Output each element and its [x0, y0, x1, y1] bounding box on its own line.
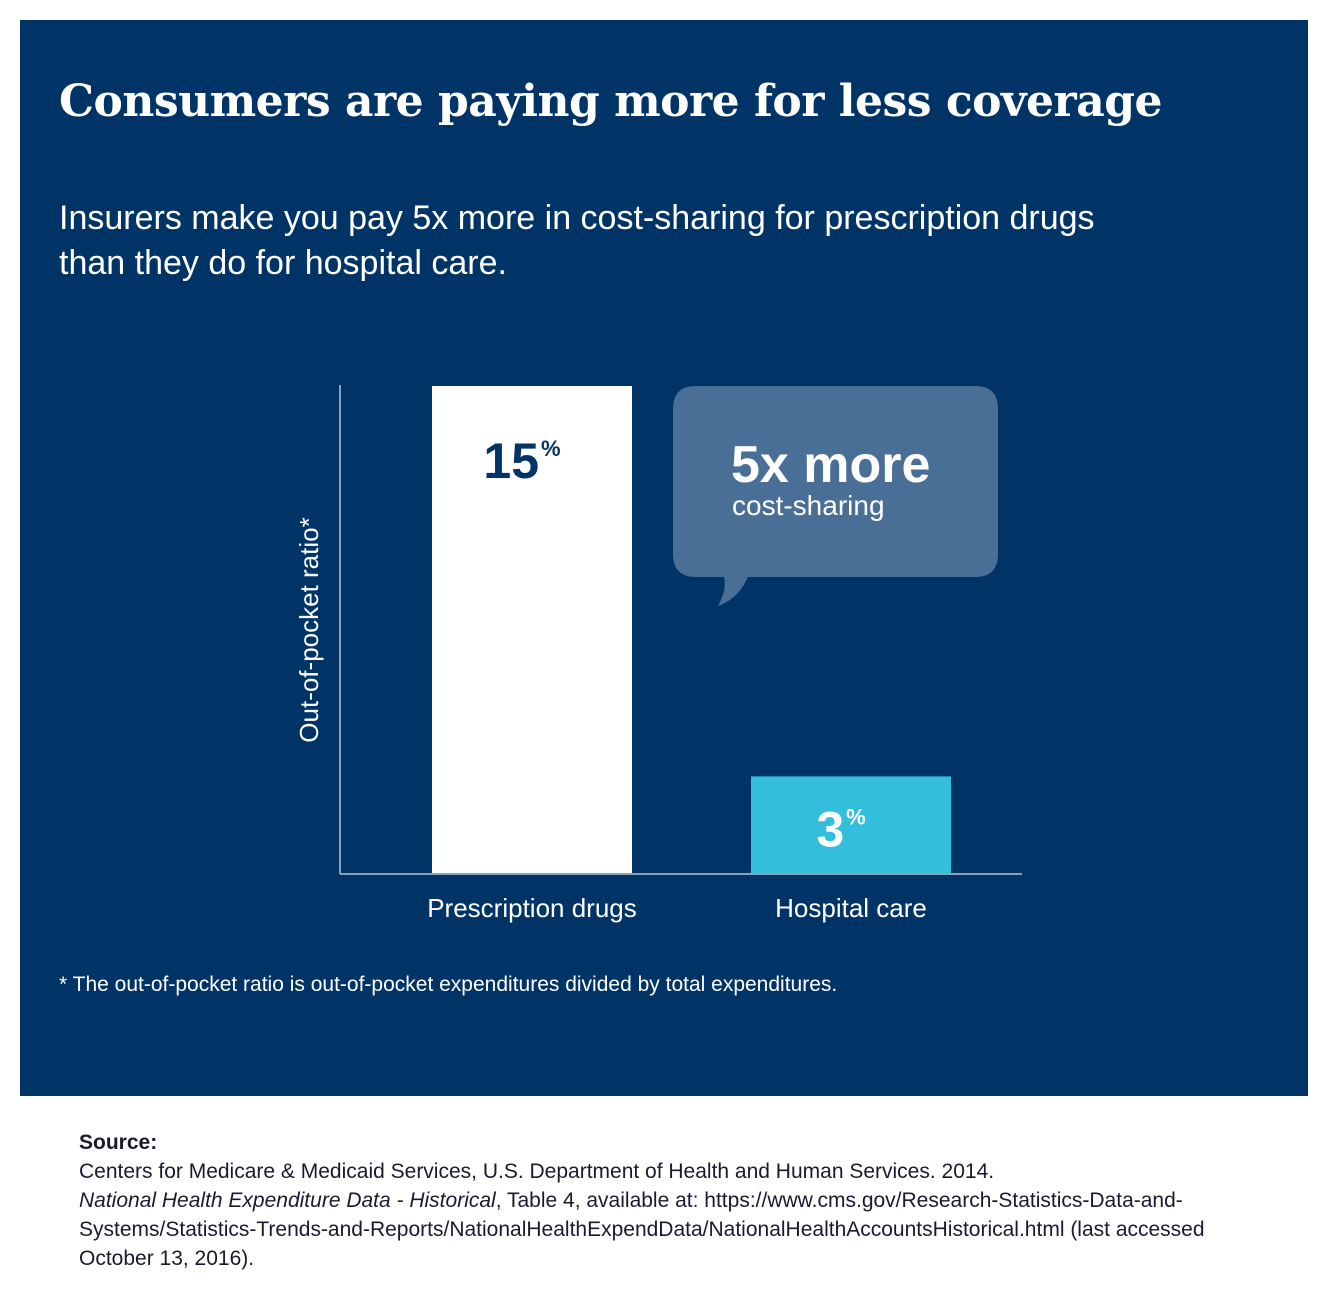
source-line1: Centers for Medicare & Medicaid Services… [79, 1160, 995, 1183]
bar-hospital-care [751, 776, 951, 874]
bar-chart: 15% Prescription drugs 3% Hospital care Out… [294, 385, 1022, 923]
footnote: * The out-of-pocket ratio is out-of-pock… [59, 973, 838, 996]
infographic-panel [20, 20, 1308, 1096]
callout-bubble: 5x more cost-sharing [673, 386, 998, 606]
callout-detail: cost-sharing [732, 490, 885, 521]
callout-shape [673, 386, 998, 606]
source-publication: National Health Expenditure Data - Histo… [79, 1189, 496, 1212]
bar-prescription-drugs [432, 386, 632, 874]
callout-headline: 5x more [731, 436, 930, 494]
category-label-prescription-drugs: Prescription drugs [427, 893, 637, 923]
source-citation: Centers for Medicare & Medicaid Services… [79, 1157, 1279, 1273]
value-label-prescription-drugs: 15% [483, 433, 560, 489]
y-axis-label: Out-of-pocket ratio* [294, 517, 324, 742]
source-block: Source: Centers for Medicare & Medicaid … [79, 1128, 1279, 1273]
source-heading: Source: [79, 1131, 158, 1154]
value-label-hospital-care: 3% [816, 801, 865, 857]
category-label-hospital-care: Hospital care [775, 893, 927, 923]
chart-subtitle: Insurers make you pay 5x more in cost-sh… [59, 199, 1095, 282]
chart-title: Consumers are paying more for less cover… [59, 76, 1162, 127]
source-line2: , Table 4, available at: https://www.cms… [79, 1189, 1205, 1270]
